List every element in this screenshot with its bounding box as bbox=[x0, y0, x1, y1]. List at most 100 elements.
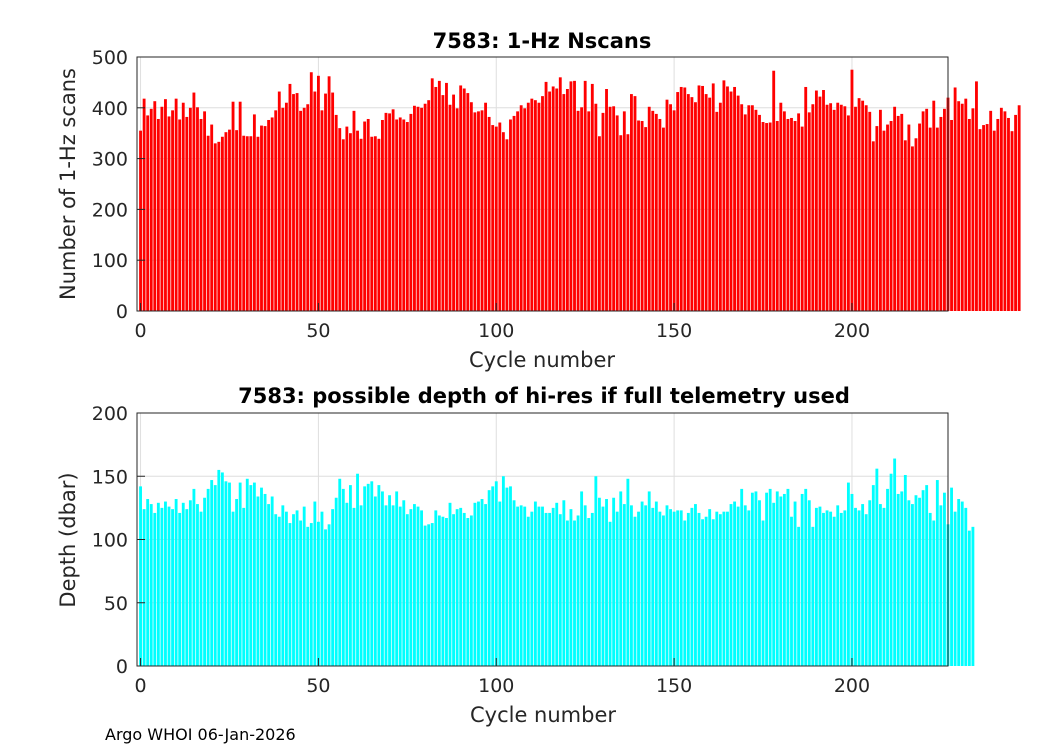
bar-nscans-cycle-8 bbox=[167, 116, 171, 311]
x-tick-label: 50 bbox=[306, 320, 330, 342]
y-tick-label: 200 bbox=[92, 403, 128, 425]
bar-depth-cycle-119 bbox=[562, 500, 566, 666]
bar-depth-cycle-221 bbox=[925, 485, 929, 666]
bar-depth-cycle-172 bbox=[750, 492, 754, 666]
bar-depth-cycle-232 bbox=[964, 507, 968, 667]
bar-depth-cycle-206 bbox=[871, 485, 875, 666]
bar-depth-cycle-44 bbox=[295, 510, 299, 666]
bar-nscans-cycle-26 bbox=[231, 101, 235, 311]
bar-depth-cycle-97 bbox=[484, 504, 488, 666]
bar-nscans-cycle-221 bbox=[925, 108, 929, 311]
bar-nscans-cycle-61 bbox=[356, 130, 359, 311]
bar-nscans-cycle-67 bbox=[377, 138, 381, 311]
bar-depth-cycle-101 bbox=[498, 501, 502, 666]
bar-depth-cycle-29 bbox=[242, 507, 246, 667]
bar-nscans-cycle-89 bbox=[455, 108, 459, 311]
bar-nscans-cycle-40 bbox=[281, 107, 285, 311]
bar-depth-cycle-70 bbox=[388, 495, 391, 666]
bar-nscans-cycle-54 bbox=[331, 92, 335, 311]
bar-nscans-cycle-149 bbox=[669, 104, 672, 312]
bar-depth-cycle-2 bbox=[146, 499, 150, 666]
bar-nscans-cycle-22 bbox=[217, 141, 221, 311]
footer-credit: Argo WHOI 06-Jan-2026 bbox=[105, 725, 296, 744]
bar-depth-cycle-109 bbox=[526, 516, 530, 666]
bar-nscans-cycle-12 bbox=[181, 102, 185, 311]
bar-depth-cycle-180 bbox=[779, 496, 783, 666]
bar-nscans-cycle-69 bbox=[384, 112, 388, 311]
bar-nscans-cycle-98 bbox=[487, 116, 491, 311]
x-axis-label-depth: Cycle number bbox=[470, 703, 616, 727]
bar-nscans-cycle-77 bbox=[413, 105, 416, 312]
bar-nscans-cycle-50 bbox=[316, 75, 320, 311]
bar-depth-cycle-226 bbox=[943, 492, 946, 666]
bar-nscans-cycle-100 bbox=[494, 126, 498, 311]
bar-nscans-cycle-216 bbox=[907, 124, 911, 311]
bar-nscans-cycle-226 bbox=[943, 108, 946, 311]
bar-nscans-cycle-31 bbox=[249, 136, 253, 311]
bar-depth-cycle-128 bbox=[594, 476, 598, 666]
bar-nscans-cycle-174 bbox=[758, 114, 761, 311]
bar-depth-cycle-99 bbox=[491, 486, 495, 666]
bar-nscans-cycle-193 bbox=[825, 104, 829, 311]
bar-depth-cycle-67 bbox=[377, 485, 381, 666]
bar-depth-cycle-24 bbox=[224, 481, 228, 666]
bar-depth-cycle-12 bbox=[181, 502, 185, 666]
bar-depth-cycle-71 bbox=[391, 505, 395, 666]
bar-depth-cycle-56 bbox=[338, 478, 342, 666]
bar-nscans-cycle-181 bbox=[782, 111, 786, 311]
bar-depth-cycle-165 bbox=[726, 511, 729, 666]
bar-depth-cycle-82 bbox=[430, 523, 434, 666]
bar-depth-cycle-213 bbox=[896, 493, 900, 666]
bar-depth-cycle-141 bbox=[640, 501, 644, 666]
bar-nscans-cycle-170 bbox=[743, 114, 747, 312]
bar-nscans-cycle-176 bbox=[765, 123, 769, 311]
bar-nscans-cycle-75 bbox=[405, 122, 409, 312]
bar-depth-cycle-138 bbox=[630, 505, 633, 666]
bar-depth-cycle-118 bbox=[558, 514, 562, 666]
bar-depth-cycle-103 bbox=[505, 487, 509, 666]
bar-nscans-cycle-123 bbox=[576, 110, 580, 311]
bar-nscans-cycle-154 bbox=[686, 94, 690, 311]
bar-depth-cycle-163 bbox=[718, 514, 722, 666]
bar-nscans-cycle-197 bbox=[839, 104, 843, 311]
bar-depth-cycle-68 bbox=[381, 491, 384, 666]
bar-nscans-cycle-109 bbox=[526, 102, 530, 311]
bar-depth-cycle-114 bbox=[544, 512, 548, 666]
bar-depth-cycle-69 bbox=[384, 505, 388, 666]
bar-nscans-cycle-78 bbox=[416, 106, 420, 311]
bar-nscans-cycle-217 bbox=[911, 146, 914, 311]
bar-depth-cycle-77 bbox=[413, 504, 416, 666]
bar-nscans-cycle-10 bbox=[174, 98, 178, 311]
bar-nscans-cycle-120 bbox=[565, 89, 569, 311]
bar-depth-cycle-90 bbox=[459, 507, 463, 667]
bar-depth-cycle-174 bbox=[758, 500, 761, 666]
bar-depth-cycle-120 bbox=[565, 520, 569, 666]
ticks-nscans: 0 50 100 150 200 0 100 200 300 400 500 bbox=[92, 47, 870, 342]
bar-nscans-cycle-230 bbox=[957, 101, 961, 311]
bar-nscans-cycle-198 bbox=[843, 106, 847, 311]
x-tick-label: 150 bbox=[656, 675, 692, 697]
bar-depth-cycle-111 bbox=[533, 501, 537, 666]
bar-nscans-cycle-82 bbox=[430, 78, 434, 311]
bar-depth-cycle-203 bbox=[861, 504, 865, 666]
bar-nscans-cycle-136 bbox=[622, 111, 626, 311]
bar-depth-cycle-84 bbox=[437, 515, 441, 666]
bar-depth-cycle-233 bbox=[967, 530, 971, 666]
bar-depth-cycle-106 bbox=[516, 506, 520, 666]
bar-depth-cycle-116 bbox=[551, 507, 555, 667]
bar-nscans-cycle-17 bbox=[199, 118, 203, 311]
bar-nscans-cycle-167 bbox=[733, 86, 737, 311]
bar-nscans-cycle-90 bbox=[459, 85, 463, 311]
bar-depth-cycle-196 bbox=[836, 505, 840, 666]
bar-depth-cycle-153 bbox=[683, 520, 687, 666]
bar-nscans-cycle-150 bbox=[672, 110, 676, 311]
bar-depth-cycle-61 bbox=[356, 473, 359, 666]
bar-depth-cycle-36 bbox=[267, 504, 271, 666]
bar-depth-cycle-27 bbox=[235, 499, 239, 666]
bar-nscans-cycle-56 bbox=[338, 128, 342, 311]
bar-nscans-cycle-14 bbox=[188, 107, 192, 311]
bar-nscans-cycle-88 bbox=[452, 94, 455, 311]
bar-depth-cycle-93 bbox=[469, 515, 473, 666]
bar-nscans-cycle-6 bbox=[160, 106, 164, 311]
bar-nscans-cycle-24 bbox=[224, 132, 228, 311]
